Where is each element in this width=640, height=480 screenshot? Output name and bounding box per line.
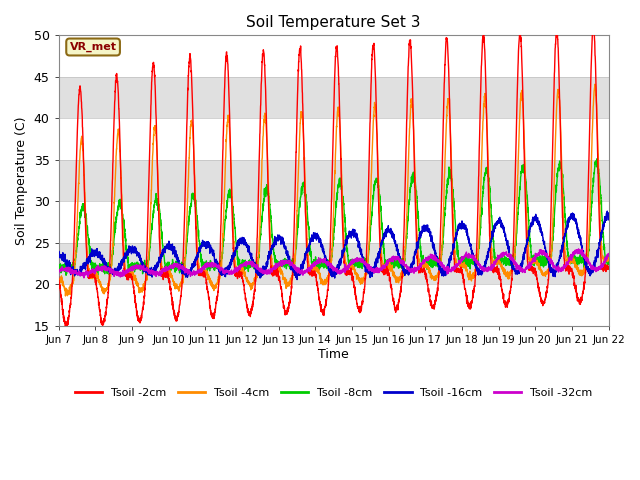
Bar	[59, 285, 609, 326]
Bar	[59, 77, 609, 119]
Bar	[59, 202, 609, 243]
Bar	[59, 160, 609, 202]
X-axis label: Time: Time	[318, 348, 349, 361]
Bar	[59, 36, 609, 77]
Bar	[59, 243, 609, 285]
Text: VR_met: VR_met	[70, 42, 116, 52]
Legend: Tsoil -2cm, Tsoil -4cm, Tsoil -8cm, Tsoil -16cm, Tsoil -32cm: Tsoil -2cm, Tsoil -4cm, Tsoil -8cm, Tsoi…	[70, 384, 597, 403]
Bar	[59, 119, 609, 160]
Title: Soil Temperature Set 3: Soil Temperature Set 3	[246, 15, 421, 30]
Y-axis label: Soil Temperature (C): Soil Temperature (C)	[15, 117, 28, 245]
